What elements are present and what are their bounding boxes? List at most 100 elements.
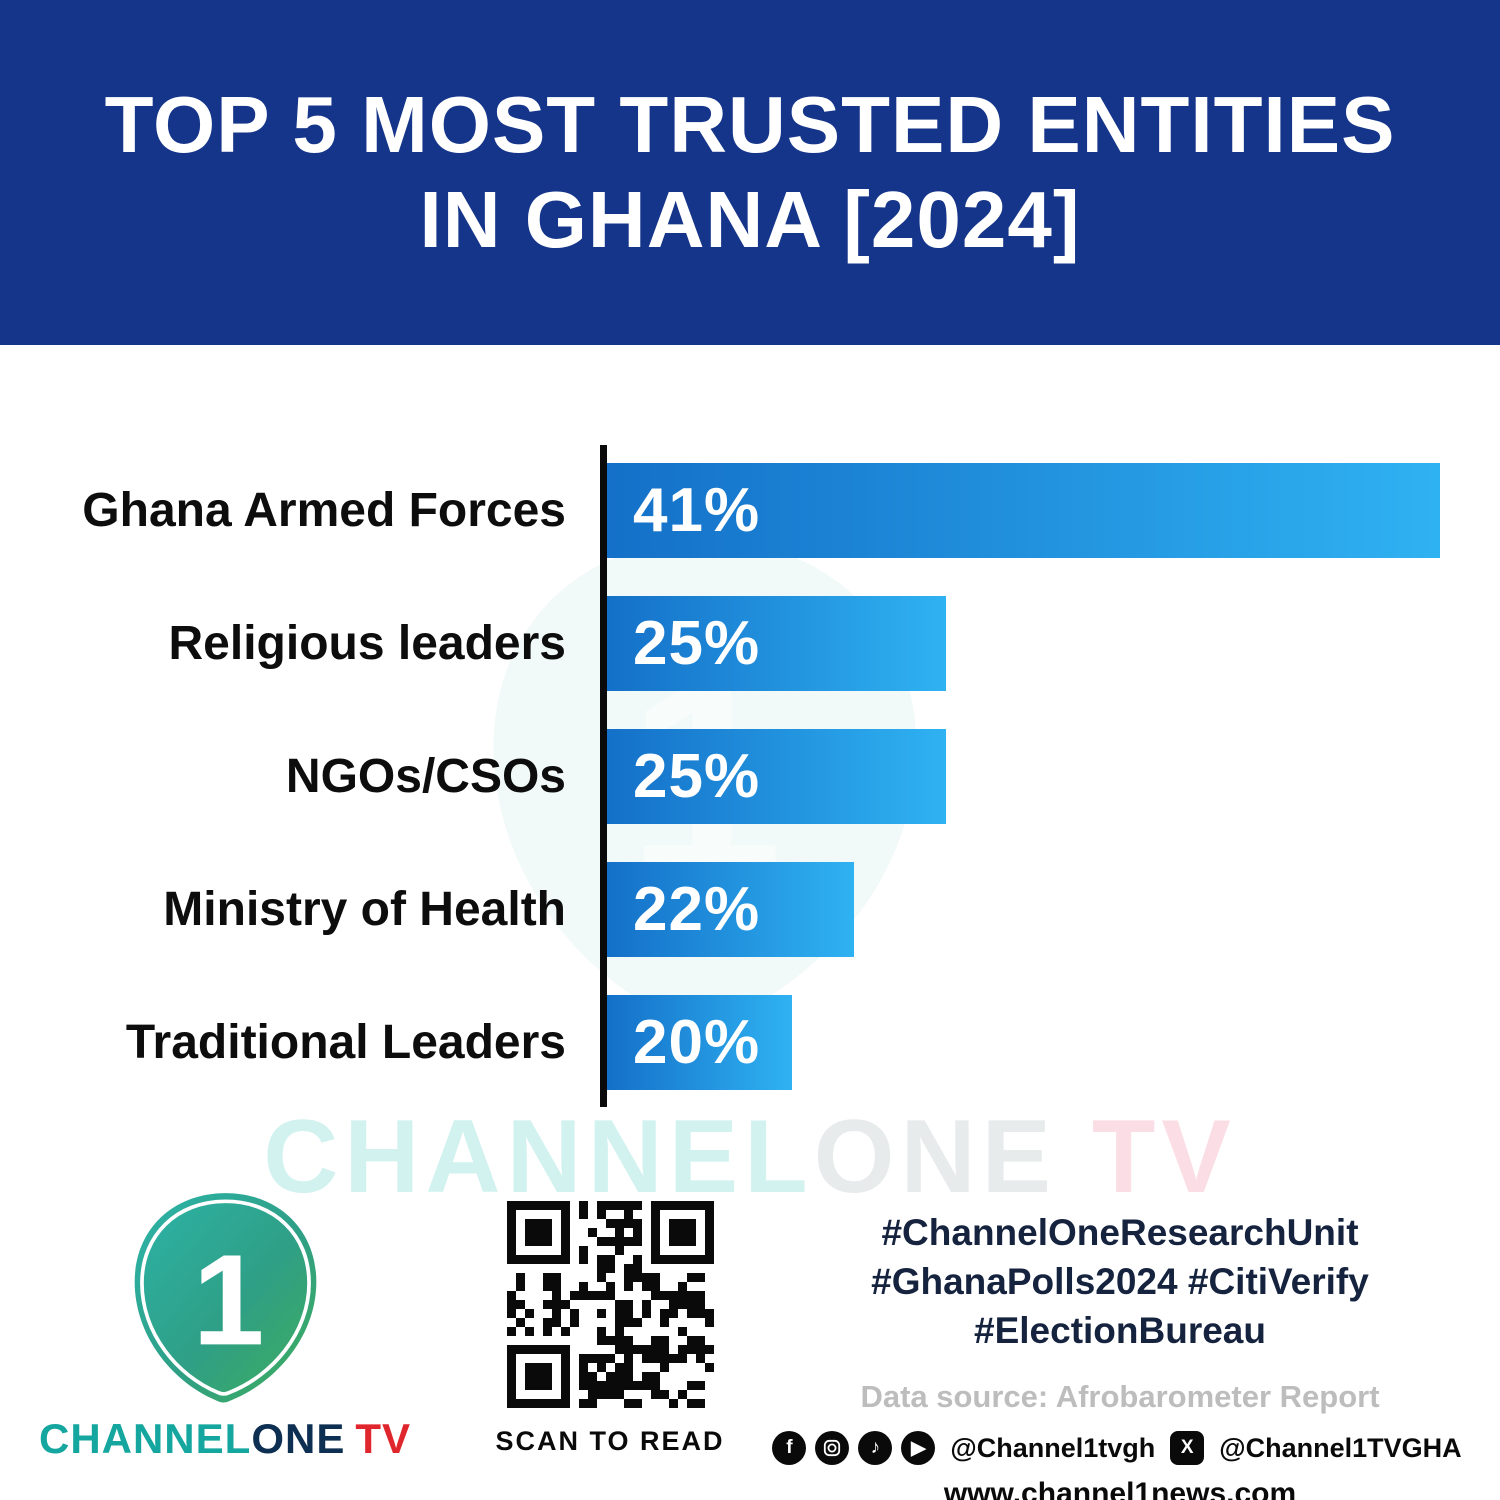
qr-module [668, 1399, 678, 1408]
qr-module [704, 1390, 714, 1399]
qr-module [560, 1219, 570, 1228]
qr-module [632, 1309, 642, 1318]
qr-module [623, 1327, 633, 1336]
qr-module [623, 1291, 633, 1300]
qr-module [695, 1399, 705, 1408]
qr-module [524, 1354, 534, 1363]
qr-module [677, 1309, 687, 1318]
qr-module [596, 1282, 606, 1291]
qr-module [515, 1219, 525, 1228]
qr-module [515, 1381, 525, 1390]
qr-module [515, 1390, 525, 1399]
qr-module [587, 1363, 597, 1372]
qr-module [560, 1354, 570, 1363]
qr-module [614, 1291, 624, 1300]
qr-module [533, 1282, 543, 1291]
category-label: Traditional Leaders [125, 1016, 566, 1069]
qr-module [704, 1336, 714, 1345]
qr-module [578, 1345, 588, 1354]
qr-module [659, 1237, 669, 1246]
qr-module [623, 1300, 633, 1309]
chart-row: Traditional Leaders 20% [0, 995, 1500, 1090]
qr-module [560, 1291, 570, 1300]
qr-module [704, 1210, 714, 1219]
qr-module [704, 1300, 714, 1309]
qr-module [623, 1354, 633, 1363]
qr-module [578, 1255, 588, 1264]
qr-module [686, 1291, 696, 1300]
qr-module [605, 1318, 615, 1327]
qr-module [506, 1327, 516, 1336]
qr-module [560, 1201, 570, 1210]
qr-module [686, 1210, 696, 1219]
qr-module [686, 1219, 696, 1228]
qr-module [632, 1354, 642, 1363]
qr-module [668, 1327, 678, 1336]
qr-module [515, 1318, 525, 1327]
bar-track: 22% [607, 862, 1500, 957]
qr-module [623, 1381, 633, 1390]
qr-module [704, 1363, 714, 1372]
qr-module [668, 1264, 678, 1273]
qr-module [506, 1291, 516, 1300]
qr-module [533, 1372, 543, 1381]
qr-module [506, 1246, 516, 1255]
qr-module [560, 1282, 570, 1291]
qr-module [677, 1291, 687, 1300]
qr-module [533, 1354, 543, 1363]
qr-module [704, 1354, 714, 1363]
qr-module [506, 1363, 516, 1372]
qr-module [686, 1255, 696, 1264]
qr-module [533, 1381, 543, 1390]
qr-module [650, 1264, 660, 1273]
qr-module [596, 1201, 606, 1210]
qr-module [650, 1201, 660, 1210]
qr-module [614, 1237, 624, 1246]
qr-module [551, 1255, 561, 1264]
qr-module [641, 1372, 651, 1381]
qr-module [623, 1273, 633, 1282]
qr-module [515, 1309, 525, 1318]
qr-module [533, 1390, 543, 1399]
qr-module [614, 1327, 624, 1336]
qr-module [578, 1363, 588, 1372]
qr-module [659, 1309, 669, 1318]
qr-module [578, 1318, 588, 1327]
qr-module [704, 1318, 714, 1327]
bar-chart: Ghana Armed Forces 41% Religious leaders 25… [0, 445, 1500, 1128]
qr-module [659, 1210, 669, 1219]
qr-module [686, 1201, 696, 1210]
qr-module [515, 1399, 525, 1408]
qr-module [542, 1273, 552, 1282]
qr-module [650, 1219, 660, 1228]
qr-module [551, 1372, 561, 1381]
qr-module [551, 1300, 561, 1309]
qr-module [659, 1228, 669, 1237]
qr-module [596, 1381, 606, 1390]
qr-module [515, 1246, 525, 1255]
qr-module [677, 1336, 687, 1345]
qr-module [560, 1264, 570, 1273]
qr-module [695, 1282, 705, 1291]
qr-module [578, 1228, 588, 1237]
qr-module [641, 1282, 651, 1291]
qr-module [524, 1372, 534, 1381]
qr-module [524, 1219, 534, 1228]
qr-module [578, 1336, 588, 1345]
channel-one-logo-icon: 1 [134, 1193, 316, 1403]
qr-module [578, 1327, 588, 1336]
qr-module [614, 1354, 624, 1363]
qr-module [524, 1327, 534, 1336]
qr-module [587, 1210, 597, 1219]
qr-module [524, 1273, 534, 1282]
qr-module [695, 1363, 705, 1372]
qr-module [524, 1282, 534, 1291]
qr-module [524, 1291, 534, 1300]
qr-module [542, 1201, 552, 1210]
qr-module [506, 1336, 516, 1345]
qr-module [515, 1228, 525, 1237]
qr-module [686, 1336, 696, 1345]
qr-module [668, 1354, 678, 1363]
qr-module [614, 1246, 624, 1255]
